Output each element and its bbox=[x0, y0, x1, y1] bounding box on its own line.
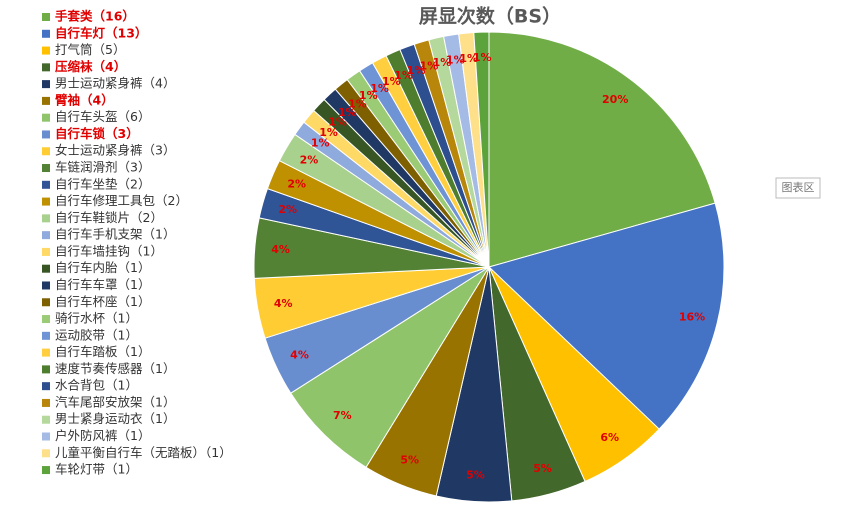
pie-slice bbox=[473, 31, 490, 268]
data-label: 1% bbox=[311, 137, 330, 150]
data-label: 1% bbox=[319, 126, 338, 139]
data-label: 1% bbox=[407, 64, 426, 77]
legend-label: 车轮灯带（1） bbox=[55, 462, 138, 477]
legend-swatch bbox=[42, 130, 50, 139]
data-label: 1% bbox=[370, 82, 389, 95]
data-label: 1% bbox=[473, 51, 492, 64]
legend-label: 汽车尾部安放架（1） bbox=[55, 394, 175, 409]
legend-swatch bbox=[42, 147, 50, 156]
legend-label: 水合背包（1） bbox=[55, 378, 138, 393]
legend-label: 速度节奏传感器（1） bbox=[55, 361, 175, 376]
legend-label: 男士运动紧身裤（4） bbox=[55, 76, 175, 91]
chart-title: 屏显次数（BS） bbox=[419, 5, 561, 28]
legend-swatch bbox=[42, 466, 50, 475]
legend-swatch bbox=[42, 315, 50, 324]
legend-swatch bbox=[42, 80, 50, 89]
legend-label: 户外防风裤（1） bbox=[55, 428, 150, 443]
legend-label: 自行车坐垫（2） bbox=[55, 176, 150, 191]
data-label: 1% bbox=[338, 106, 357, 119]
pie-slice bbox=[290, 266, 490, 468]
legend-swatch bbox=[42, 247, 50, 256]
data-label: 4% bbox=[274, 297, 293, 310]
legend-label: 儿童平衡自行车（无踏板）（1） bbox=[55, 445, 232, 460]
legend-label: 男士紧身运动衣（1） bbox=[55, 411, 175, 426]
data-label: 2% bbox=[287, 178, 306, 191]
legend-label: 自行车锁（3） bbox=[55, 126, 139, 141]
data-label: 1% bbox=[433, 56, 452, 69]
data-label: 16% bbox=[679, 310, 705, 323]
data-label: 1% bbox=[446, 54, 465, 67]
data-label: 7% bbox=[333, 409, 352, 422]
legend-swatch bbox=[42, 298, 50, 307]
pie-slice bbox=[488, 31, 716, 268]
data-label: 1% bbox=[328, 116, 347, 129]
data-label: 1% bbox=[459, 52, 478, 65]
tooltip-box bbox=[775, 177, 821, 199]
legend-label: 自行车头盔（6） bbox=[55, 109, 150, 124]
legend-swatch bbox=[42, 231, 50, 240]
legend-label: 自行车灯（13） bbox=[55, 25, 147, 40]
data-label: 20% bbox=[602, 93, 628, 106]
tooltip: 图表区 bbox=[782, 180, 815, 194]
legend-swatch bbox=[42, 63, 50, 72]
data-label: 1% bbox=[359, 89, 378, 102]
legend-swatch bbox=[42, 449, 50, 458]
legend-label: 自行车踏板（1） bbox=[55, 344, 150, 359]
legend-swatch bbox=[42, 365, 50, 374]
legend-label: 自行车车罩（1） bbox=[55, 277, 150, 292]
pie-slice bbox=[488, 202, 725, 430]
legend-swatch bbox=[42, 113, 50, 122]
data-label: 6% bbox=[600, 431, 619, 444]
legend-label: 自行车墙挂钩（1） bbox=[55, 243, 163, 258]
legend-swatch bbox=[42, 382, 50, 391]
legend-swatch bbox=[42, 180, 50, 189]
legend-label: 车链润滑剂（3） bbox=[55, 160, 150, 175]
data-label: 1% bbox=[420, 60, 439, 73]
pie bbox=[253, 31, 725, 503]
legend-label: 压缩袜（4） bbox=[55, 59, 126, 74]
legend-label: 自行车内胎（1） bbox=[55, 260, 150, 275]
legend-swatch bbox=[42, 13, 50, 21]
legend-swatch bbox=[42, 415, 50, 424]
legend-swatch bbox=[42, 197, 50, 206]
data-label: 2% bbox=[300, 153, 319, 166]
legend-label: 自行车鞋锁片（2） bbox=[55, 210, 163, 225]
legend-swatch bbox=[42, 29, 50, 38]
legend-label: 自行车手机支架（1） bbox=[55, 227, 175, 242]
legend-swatch bbox=[42, 164, 50, 173]
legend-label: 自行车杯座（1） bbox=[55, 294, 150, 309]
legend: 手套类（16）自行车灯（13） 打气筒（5） 压缩袜（4） 男士运动紧身裤（4）臂袖（… bbox=[42, 9, 232, 477]
data-label: 1% bbox=[348, 97, 367, 110]
legend-swatch bbox=[42, 331, 50, 340]
legend-label: 自行车修理工具包（2） bbox=[55, 193, 188, 208]
data-label: 1% bbox=[382, 75, 401, 88]
data-label: 2% bbox=[278, 203, 297, 216]
legend-label: 手套类（16） bbox=[55, 9, 135, 24]
legend-swatch bbox=[42, 398, 50, 407]
legend-swatch bbox=[42, 432, 50, 441]
data-labels: 20%16%6%5%5%5%7%4%4%4%2%2%2%1%1%1%1%1%1%… bbox=[271, 51, 705, 482]
data-label: 4% bbox=[271, 243, 290, 256]
data-label: 5% bbox=[533, 462, 552, 475]
legend-label: 打气筒（5） bbox=[55, 42, 125, 57]
legend-label: 臂袖（4） bbox=[55, 92, 114, 107]
legend-swatch bbox=[42, 348, 50, 357]
legend-label: 运动胶带（1） bbox=[55, 327, 138, 342]
data-label: 5% bbox=[466, 469, 485, 482]
data-label: 5% bbox=[400, 454, 419, 467]
legend-swatch bbox=[42, 281, 50, 290]
data-label: 1% bbox=[394, 69, 413, 82]
legend-label: 骑行水杯（1） bbox=[55, 311, 138, 326]
legend-swatch bbox=[42, 96, 50, 105]
legend-swatch bbox=[42, 264, 50, 273]
legend-swatch bbox=[42, 214, 50, 223]
data-label: 4% bbox=[290, 349, 309, 362]
legend-swatch bbox=[42, 46, 50, 55]
legend-label: 女士运动紧身裤（3） bbox=[55, 143, 175, 158]
